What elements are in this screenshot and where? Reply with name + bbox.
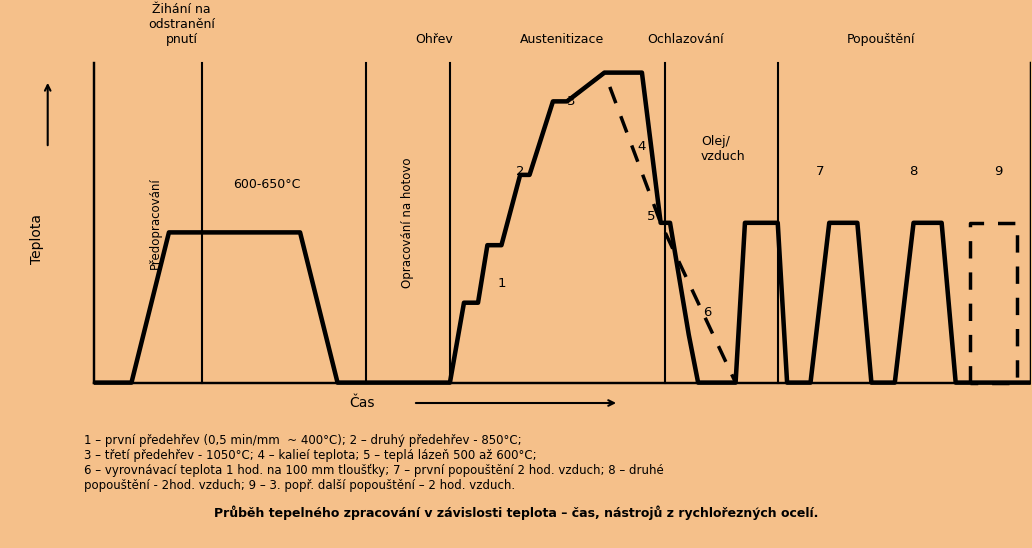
Text: 600-650°C: 600-650°C <box>233 178 301 191</box>
Text: Opracování na hotovo: Opracování na hotovo <box>401 158 414 288</box>
Text: 5: 5 <box>647 210 655 223</box>
Text: Teplota: Teplota <box>30 214 44 264</box>
Text: 1 – první předehřev (0,5 min/mm  ~ 400°C); 2 – druhý předehřev - 850°C;
3 – třet: 1 – první předehřev (0,5 min/mm ~ 400°C)… <box>84 433 664 492</box>
Text: 6: 6 <box>703 306 712 319</box>
Text: Čas: Čas <box>349 396 375 410</box>
Text: 4: 4 <box>638 140 646 152</box>
Text: Předopracování: Předopracování <box>149 177 161 269</box>
Text: Austenitizace: Austenitizace <box>520 33 605 46</box>
Text: Ochlazování: Ochlazování <box>647 33 724 46</box>
Text: Ohřev: Ohřev <box>415 33 453 46</box>
Text: Popouštění: Popouštění <box>847 33 915 46</box>
Text: 9: 9 <box>994 165 1002 178</box>
Text: 7: 7 <box>815 165 825 178</box>
Text: 8: 8 <box>909 165 917 178</box>
Text: Olej/
vzduch: Olej/ vzduch <box>701 135 745 163</box>
Text: 1: 1 <box>497 277 506 290</box>
Text: 3: 3 <box>568 95 576 108</box>
Text: Průběh tepelného zpracování v závislosti teplota – čas, nástrojů z rychlořezných: Průběh tepelného zpracování v závislosti… <box>214 505 818 520</box>
Text: Žihání na
odstranění
pnutí: Žihání na odstranění pnutí <box>148 3 215 46</box>
Text: 2: 2 <box>516 165 524 178</box>
